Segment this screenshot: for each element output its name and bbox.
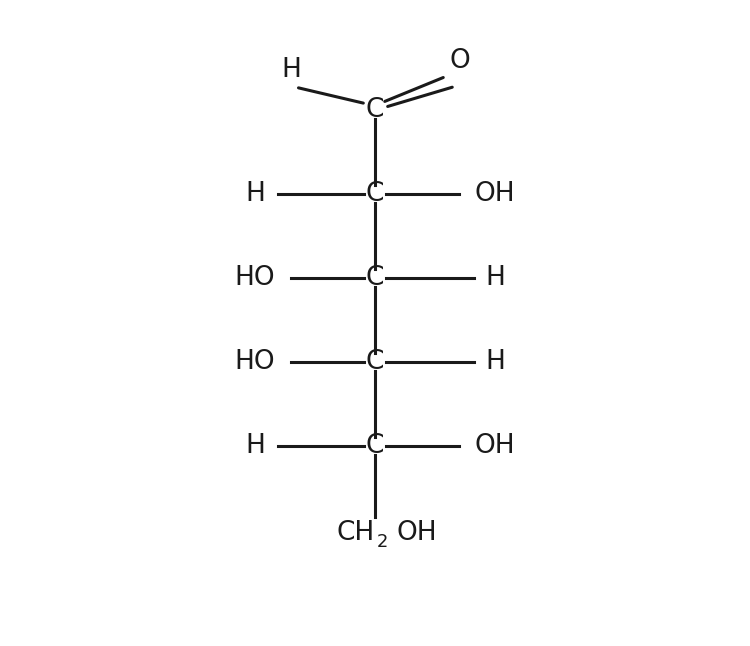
Text: OH: OH xyxy=(475,433,515,459)
Text: HO: HO xyxy=(235,265,275,291)
Text: OH: OH xyxy=(475,181,515,207)
Text: CH: CH xyxy=(337,520,375,546)
Text: H: H xyxy=(485,265,505,291)
Text: C: C xyxy=(366,181,384,207)
Text: H: H xyxy=(281,57,301,83)
Text: C: C xyxy=(366,433,384,459)
Text: O: O xyxy=(449,48,470,74)
Text: H: H xyxy=(485,349,505,375)
Text: H: H xyxy=(245,433,265,459)
Text: H: H xyxy=(245,181,265,207)
Text: C: C xyxy=(366,349,384,375)
Text: OH: OH xyxy=(396,520,436,546)
Text: HO: HO xyxy=(235,349,275,375)
Text: C: C xyxy=(366,97,384,123)
Text: 2: 2 xyxy=(376,533,388,551)
Text: C: C xyxy=(366,265,384,291)
